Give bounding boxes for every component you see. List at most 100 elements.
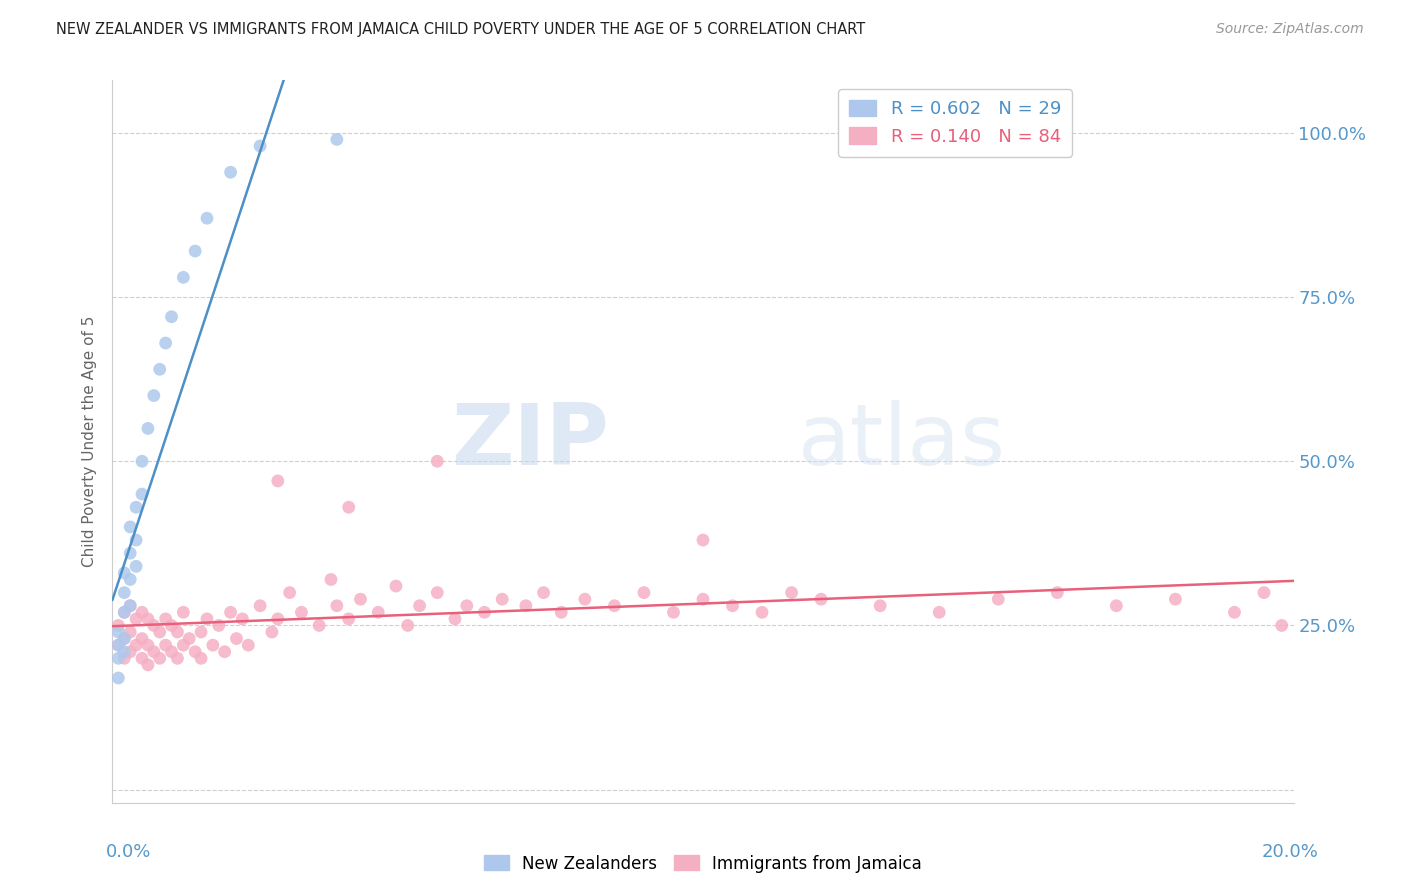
Point xyxy=(1164,592,1187,607)
Point xyxy=(107,651,129,665)
Point xyxy=(249,599,271,613)
Point xyxy=(249,139,271,153)
Point xyxy=(120,645,142,659)
Point xyxy=(426,585,449,599)
Point xyxy=(120,573,142,587)
Point xyxy=(474,605,496,619)
Point xyxy=(107,618,129,632)
Point xyxy=(155,638,177,652)
Point xyxy=(456,599,478,613)
Point xyxy=(172,270,194,285)
Point xyxy=(1046,585,1069,599)
Point xyxy=(225,632,247,646)
Legend: R = 0.602   N = 29, R = 0.140   N = 84: R = 0.602 N = 29, R = 0.140 N = 84 xyxy=(838,89,1071,156)
Point xyxy=(136,657,159,672)
Point xyxy=(142,645,165,659)
Point xyxy=(195,612,218,626)
Point xyxy=(574,592,596,607)
Point xyxy=(131,632,153,646)
Point xyxy=(112,645,135,659)
Point xyxy=(166,625,188,640)
Point xyxy=(444,612,467,626)
Point xyxy=(112,651,135,665)
Point xyxy=(1223,605,1246,619)
Point xyxy=(426,454,449,468)
Point xyxy=(267,612,290,626)
Point xyxy=(491,592,513,607)
Point xyxy=(692,592,714,607)
Legend: New Zealanders, Immigrants from Jamaica: New Zealanders, Immigrants from Jamaica xyxy=(477,848,929,880)
Point xyxy=(112,566,135,580)
Point xyxy=(149,651,172,665)
Point xyxy=(190,625,212,640)
Point xyxy=(290,605,312,619)
Point xyxy=(780,585,803,599)
Point xyxy=(172,605,194,619)
Point xyxy=(633,585,655,599)
Point xyxy=(195,211,218,226)
Point xyxy=(1253,585,1275,599)
Point xyxy=(160,618,183,632)
Point xyxy=(214,645,236,659)
Point xyxy=(349,592,371,607)
Point xyxy=(219,165,242,179)
Point xyxy=(107,671,129,685)
Point xyxy=(184,645,207,659)
Point xyxy=(160,310,183,324)
Text: NEW ZEALANDER VS IMMIGRANTS FROM JAMAICA CHILD POVERTY UNDER THE AGE OF 5 CORREL: NEW ZEALANDER VS IMMIGRANTS FROM JAMAICA… xyxy=(56,22,866,37)
Point xyxy=(721,599,744,613)
Point xyxy=(208,618,231,632)
Point xyxy=(1271,618,1294,632)
Point xyxy=(367,605,389,619)
Text: ZIP: ZIP xyxy=(451,400,609,483)
Point xyxy=(201,638,224,652)
Point xyxy=(1105,599,1128,613)
Point xyxy=(131,454,153,468)
Point xyxy=(160,645,183,659)
Point xyxy=(125,612,148,626)
Point xyxy=(142,388,165,402)
Point xyxy=(136,638,159,652)
Point xyxy=(810,592,832,607)
Point xyxy=(238,638,260,652)
Point xyxy=(112,632,135,646)
Text: 20.0%: 20.0% xyxy=(1263,843,1319,861)
Point xyxy=(928,605,950,619)
Point xyxy=(692,533,714,547)
Text: 0.0%: 0.0% xyxy=(105,843,150,861)
Point xyxy=(166,651,188,665)
Point xyxy=(337,500,360,515)
Point xyxy=(396,618,419,632)
Point xyxy=(125,559,148,574)
Point xyxy=(107,625,129,640)
Point xyxy=(136,612,159,626)
Point xyxy=(751,605,773,619)
Point xyxy=(308,618,330,632)
Point xyxy=(550,605,572,619)
Point xyxy=(112,632,135,646)
Point xyxy=(319,573,342,587)
Point xyxy=(112,585,135,599)
Text: atlas: atlas xyxy=(797,400,1005,483)
Point xyxy=(662,605,685,619)
Point xyxy=(172,638,194,652)
Point xyxy=(149,625,172,640)
Point xyxy=(260,625,283,640)
Point xyxy=(231,612,253,626)
Point xyxy=(155,336,177,351)
Point xyxy=(869,599,891,613)
Point xyxy=(107,638,129,652)
Point xyxy=(184,244,207,258)
Point xyxy=(326,132,349,146)
Point xyxy=(107,638,129,652)
Text: Source: ZipAtlas.com: Source: ZipAtlas.com xyxy=(1216,22,1364,37)
Point xyxy=(112,605,135,619)
Point xyxy=(142,618,165,632)
Point xyxy=(131,651,153,665)
Point xyxy=(120,520,142,534)
Y-axis label: Child Poverty Under the Age of 5: Child Poverty Under the Age of 5 xyxy=(82,316,97,567)
Point xyxy=(533,585,555,599)
Point xyxy=(190,651,212,665)
Point xyxy=(408,599,430,613)
Point xyxy=(120,599,142,613)
